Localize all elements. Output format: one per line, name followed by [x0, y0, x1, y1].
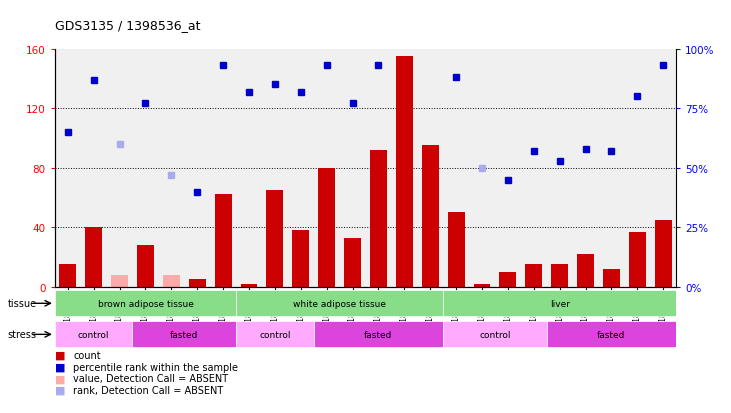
Bar — [499, 272, 516, 287]
Bar — [526, 265, 542, 287]
Text: control: control — [480, 330, 511, 339]
Bar — [422, 146, 439, 287]
Text: brown adipose tissue: brown adipose tissue — [97, 299, 194, 308]
Bar — [314, 321, 443, 348]
Bar — [629, 232, 645, 287]
Text: control: control — [78, 330, 110, 339]
Bar — [655, 220, 672, 287]
Bar — [267, 190, 284, 287]
Bar — [443, 321, 547, 348]
Bar — [240, 284, 257, 287]
Text: stress: stress — [7, 330, 37, 339]
Bar — [55, 321, 132, 348]
Bar — [344, 238, 361, 287]
Bar — [551, 265, 568, 287]
Bar — [370, 150, 387, 287]
Bar — [132, 321, 236, 348]
Bar — [189, 280, 205, 287]
Bar — [447, 213, 464, 287]
Bar — [236, 291, 443, 316]
Text: ■: ■ — [55, 362, 65, 372]
Bar — [292, 230, 309, 287]
Bar — [547, 321, 676, 348]
Text: count: count — [73, 350, 101, 360]
Bar — [86, 228, 102, 287]
Text: fasted: fasted — [364, 330, 393, 339]
Text: fasted: fasted — [170, 330, 198, 339]
Bar — [443, 291, 676, 316]
Text: white adipose tissue: white adipose tissue — [293, 299, 386, 308]
Bar — [318, 169, 335, 287]
Bar — [111, 275, 128, 287]
Text: value, Detection Call = ABSENT: value, Detection Call = ABSENT — [73, 373, 228, 383]
Text: liver: liver — [550, 299, 569, 308]
Bar — [137, 245, 154, 287]
Text: ■: ■ — [55, 373, 65, 383]
Text: ■: ■ — [55, 350, 65, 360]
Bar — [577, 254, 594, 287]
Text: GDS3135 / 1398536_at: GDS3135 / 1398536_at — [55, 19, 200, 31]
Text: tissue: tissue — [7, 299, 37, 309]
Bar — [215, 195, 232, 287]
Text: ■: ■ — [55, 385, 65, 395]
Text: rank, Detection Call = ABSENT: rank, Detection Call = ABSENT — [73, 385, 224, 395]
Text: fasted: fasted — [597, 330, 626, 339]
Bar — [474, 284, 491, 287]
Bar — [59, 265, 76, 287]
Bar — [603, 269, 620, 287]
Bar — [55, 291, 236, 316]
Text: percentile rank within the sample: percentile rank within the sample — [73, 362, 238, 372]
Bar — [163, 275, 180, 287]
Bar — [396, 57, 413, 287]
Text: control: control — [259, 330, 291, 339]
Bar — [236, 321, 314, 348]
